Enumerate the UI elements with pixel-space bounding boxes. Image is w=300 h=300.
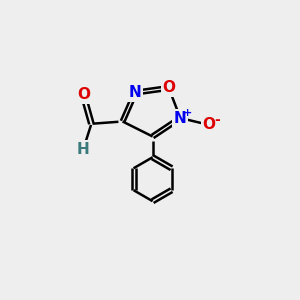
Text: O: O — [162, 80, 175, 95]
Text: O: O — [203, 117, 216, 132]
Text: N: N — [174, 110, 187, 125]
Text: O: O — [77, 87, 90, 102]
Text: H: H — [77, 142, 90, 157]
Text: +: + — [183, 108, 192, 118]
Text: -: - — [214, 113, 220, 127]
Text: N: N — [129, 85, 142, 100]
